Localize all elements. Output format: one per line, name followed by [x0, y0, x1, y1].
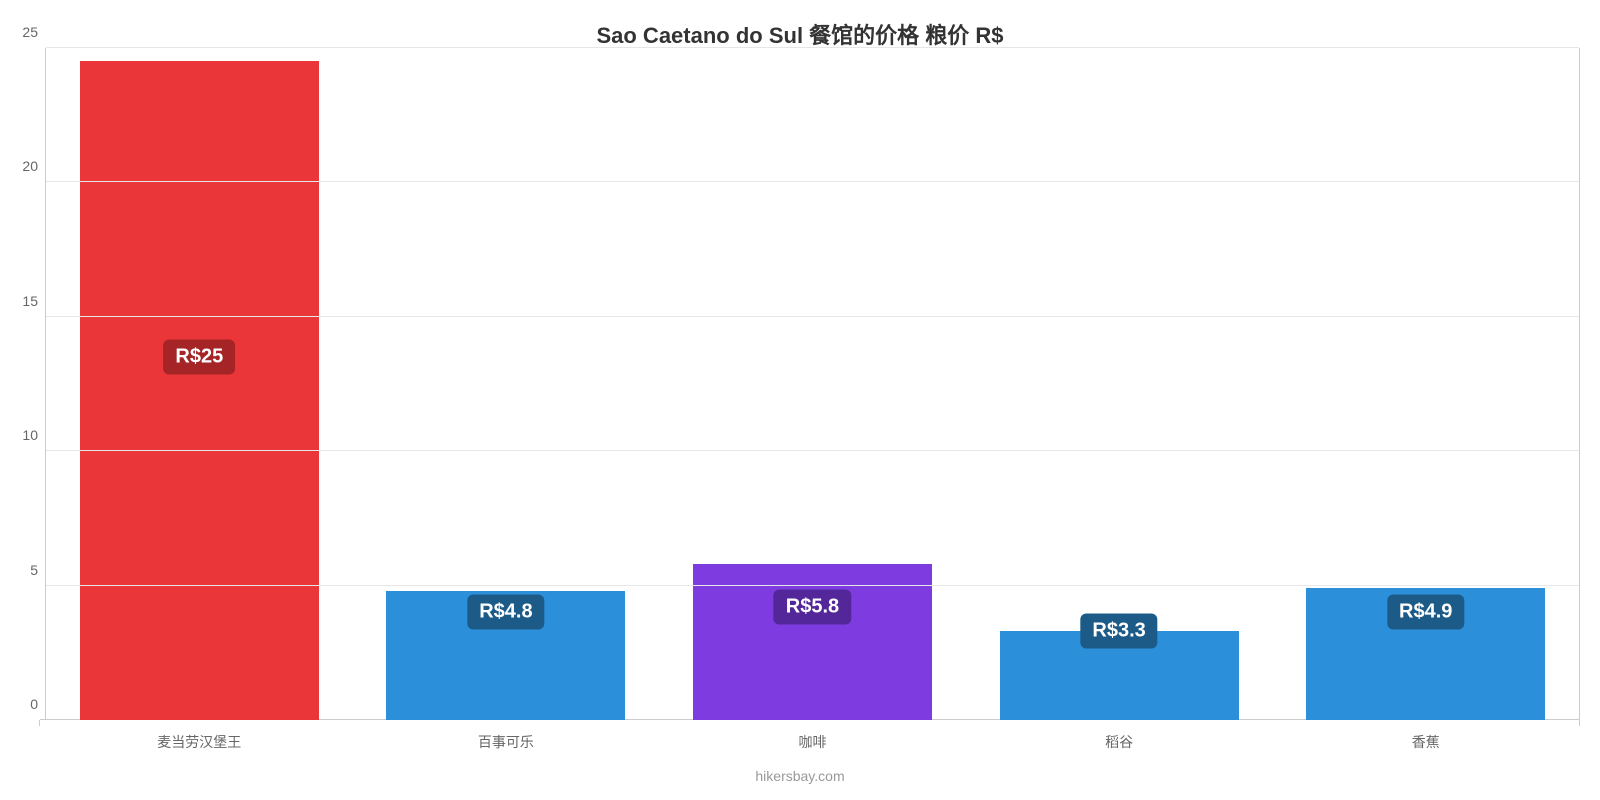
grid-line: [46, 316, 1579, 317]
plot-area: 麦当劳汉堡王R$25百事可乐R$4.8咖啡R$5.8稻谷R$3.3香蕉R$4.9…: [45, 48, 1580, 720]
bar-slot: 麦当劳汉堡王R$25: [46, 48, 353, 720]
chart-footer: hikersbay.com: [0, 768, 1600, 784]
x-category-label: 百事可乐: [478, 720, 534, 752]
price-bar-chart: Sao Caetano do Sul 餐馆的价格 粮价 R$ 麦当劳汉堡王R$2…: [0, 0, 1600, 800]
value-badge: R$4.8: [467, 595, 544, 630]
y-tick-label: 25: [22, 24, 46, 40]
bar: [80, 61, 319, 720]
value-badge: R$5.8: [774, 590, 851, 625]
y-tick-label: 5: [30, 562, 46, 578]
bar: [693, 564, 932, 720]
grid-line: [46, 450, 1579, 451]
y-tick-label: 20: [22, 158, 46, 174]
value-badge: R$25: [163, 340, 235, 375]
value-badge: R$4.9: [1387, 595, 1464, 630]
x-category-label: 咖啡: [798, 720, 826, 752]
grid-line: [46, 181, 1579, 182]
y-tick-label: 15: [22, 293, 46, 309]
grid-line: [46, 47, 1579, 48]
value-badge: R$3.3: [1080, 614, 1157, 649]
bar-slot: 百事可乐R$4.8: [353, 48, 660, 720]
bars-container: 麦当劳汉堡王R$25百事可乐R$4.8咖啡R$5.8稻谷R$3.3香蕉R$4.9: [46, 48, 1579, 720]
bar-slot: 稻谷R$3.3: [966, 48, 1273, 720]
x-category-label: 香蕉: [1412, 720, 1440, 752]
grid-line: [46, 585, 1579, 586]
x-category-label: 麦当劳汉堡王: [157, 720, 241, 752]
bar-slot: 香蕉R$4.9: [1272, 48, 1579, 720]
y-tick-label: 10: [22, 427, 46, 443]
bar-slot: 咖啡R$5.8: [659, 48, 966, 720]
y-tick-label: 0: [30, 696, 46, 712]
chart-title: Sao Caetano do Sul 餐馆的价格 粮价 R$: [0, 18, 1600, 50]
x-category-label: 稻谷: [1105, 720, 1133, 752]
